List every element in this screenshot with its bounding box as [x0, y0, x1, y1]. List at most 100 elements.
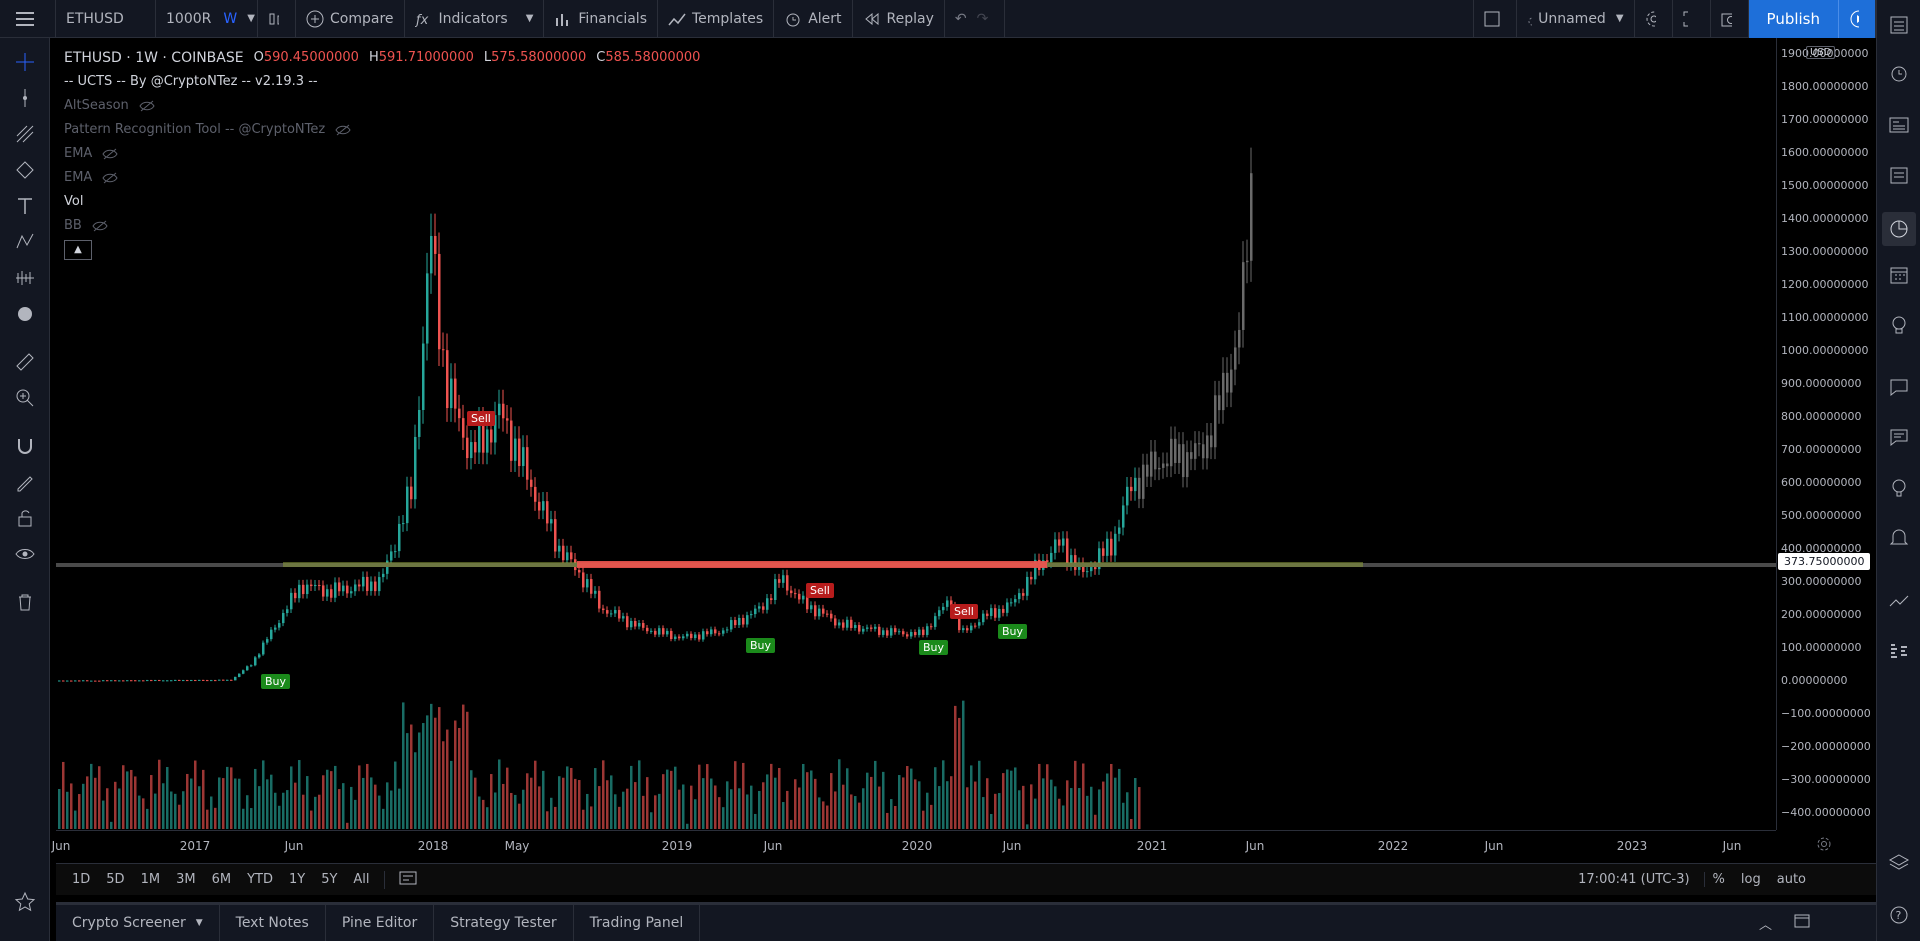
settings-button[interactable]	[1635, 0, 1673, 38]
study-pattern[interactable]: Pattern Recognition Tool -- @CryptoNTez	[64, 118, 700, 142]
candle-body	[454, 378, 457, 409]
range-button[interactable]: 1Y	[288, 872, 306, 887]
axis-settings-button[interactable]	[1816, 836, 1832, 856]
tab-crypto-screener[interactable]: Crypto Screener ▼	[56, 905, 220, 941]
range-button[interactable]: 1M	[140, 872, 161, 887]
patterns-tool[interactable]	[13, 230, 37, 254]
replay-button[interactable]: Replay	[853, 0, 945, 38]
tab-text-notes[interactable]: Text Notes	[220, 905, 326, 941]
eye-off-icon[interactable]	[102, 172, 118, 184]
news-button[interactable]	[1886, 112, 1912, 138]
study-bb[interactable]: BB	[64, 214, 700, 238]
range-button[interactable]: 1D	[72, 872, 91, 887]
tab-pine-editor[interactable]: Pine Editor	[326, 905, 435, 941]
watchlist-button[interactable]	[1886, 12, 1912, 38]
collapse-legend-button[interactable]: ▲	[64, 240, 92, 260]
streams-button[interactable]	[1886, 474, 1912, 500]
maximize-icon[interactable]	[1794, 914, 1810, 933]
icons-tool[interactable]	[13, 302, 37, 326]
fullscreen-button[interactable]	[1673, 0, 1711, 38]
eye-off-icon[interactable]	[102, 148, 118, 160]
volume-bar	[418, 732, 421, 829]
magnet-tool[interactable]	[13, 434, 37, 458]
range-button[interactable]: 6M	[211, 872, 232, 887]
price-scale[interactable]: 1900.00000000 1800.00000000 1700.00000000 1…	[1776, 38, 1876, 830]
eye-off-icon[interactable]	[92, 220, 108, 232]
interval-selector[interactable]: 1000R W ▼	[156, 0, 258, 38]
data-window-button[interactable]	[1882, 212, 1916, 246]
shapes-tool[interactable]	[13, 158, 37, 182]
zoom-tool[interactable]	[13, 386, 37, 410]
trendline-tool[interactable]	[13, 86, 37, 110]
chats-button[interactable]	[1886, 374, 1912, 400]
range-button[interactable]: 3M	[176, 872, 196, 887]
study-ucts[interactable]: -- UCTS -- By @CryptoNTez -- v2.19.3 --	[64, 70, 700, 94]
undo-icon[interactable]: ↶	[954, 10, 967, 27]
calendar-list-button[interactable]	[1886, 162, 1912, 188]
tab-strategy-tester[interactable]: Strategy Tester	[434, 905, 574, 941]
lock-tool[interactable]	[13, 506, 37, 530]
clock-label[interactable]: 17:00:41 (UTC-3)	[1570, 872, 1705, 887]
alert-button[interactable]: Alert	[774, 0, 853, 38]
range-button[interactable]: 5D	[106, 872, 125, 887]
ideas-button[interactable]	[1886, 312, 1912, 338]
select-box-button[interactable]	[1472, 0, 1517, 38]
goto-date-button[interactable]	[383, 870, 425, 889]
favorites-tool[interactable]	[13, 890, 37, 914]
compare-label: Compare	[330, 10, 394, 27]
templates-button[interactable]: Templates	[658, 0, 775, 38]
candle-body	[1206, 435, 1209, 459]
range-button[interactable]: All	[353, 872, 370, 887]
candle-body	[1054, 539, 1057, 553]
compare-button[interactable]: Compare	[296, 0, 405, 38]
layout-name-button[interactable]: Unnamed ▼	[1517, 0, 1635, 38]
snapshot-button[interactable]	[1711, 0, 1749, 38]
crosshair-tool[interactable]	[13, 50, 37, 74]
publish-button[interactable]: Publish	[1748, 0, 1838, 38]
symbol-search[interactable]: ETHUSD	[56, 0, 156, 38]
candle-body	[870, 627, 873, 629]
notifications-button[interactable]	[1886, 524, 1912, 550]
candle-body	[78, 680, 81, 682]
trading-button[interactable]	[1886, 588, 1912, 614]
prediction-tool[interactable]	[13, 266, 37, 290]
redo-icon[interactable]: ↷	[976, 10, 989, 27]
time-axis[interactable]: Jun 2017 Jun 2018 May 2019 Jun 2020 Jun 2021 Jun 20…	[52, 830, 1776, 860]
measure-tool[interactable]	[13, 350, 37, 374]
dom-button[interactable]	[1886, 638, 1912, 664]
messages-button[interactable]	[1886, 424, 1912, 450]
study-ema-2[interactable]: EMA	[64, 166, 700, 190]
chart-style-button[interactable]	[258, 0, 296, 38]
indicators-button[interactable]: ƒx Indicators ▼	[405, 0, 545, 38]
log-toggle[interactable]: log	[1740, 872, 1761, 887]
study-vol[interactable]: Vol	[64, 190, 700, 214]
volume-bar	[930, 804, 933, 829]
auto-toggle[interactable]: auto	[1776, 872, 1806, 887]
fib-tool[interactable]	[13, 122, 37, 146]
study-ema-1[interactable]: EMA	[64, 142, 700, 166]
hide-drawings-tool[interactable]	[13, 542, 37, 566]
price-chart[interactable]	[56, 38, 1776, 830]
financials-button[interactable]: Financials	[544, 0, 658, 38]
range-button[interactable]: YTD	[247, 872, 273, 887]
stay-in-drawing-tool[interactable]	[13, 470, 37, 494]
chevron-up-icon[interactable]: ︿	[1758, 917, 1772, 933]
remove-drawings-tool[interactable]	[13, 590, 37, 614]
menu-button[interactable]	[0, 0, 56, 38]
object-tree-button[interactable]	[1886, 850, 1912, 876]
candle-body	[738, 617, 741, 626]
help-button[interactable]: ?	[1886, 902, 1912, 928]
calendar-button[interactable]	[1886, 262, 1912, 288]
alerts-button[interactable]	[1886, 60, 1912, 86]
study-altseason[interactable]: AltSeason	[64, 94, 700, 118]
publish-dropdown-button[interactable]	[1838, 0, 1876, 38]
text-tool[interactable]	[13, 194, 37, 218]
percent-toggle[interactable]: %	[1712, 872, 1725, 887]
range-button[interactable]: 5Y	[321, 872, 338, 887]
bottom-panel-tabs: Crypto Screener ▼ Text Notes Pine Editor …	[56, 902, 1876, 941]
eye-off-icon[interactable]	[139, 100, 155, 112]
candle-body	[766, 598, 769, 610]
eye-off-icon[interactable]	[335, 124, 351, 136]
candle-body	[158, 680, 161, 682]
tab-trading-panel[interactable]: Trading Panel	[574, 905, 701, 941]
